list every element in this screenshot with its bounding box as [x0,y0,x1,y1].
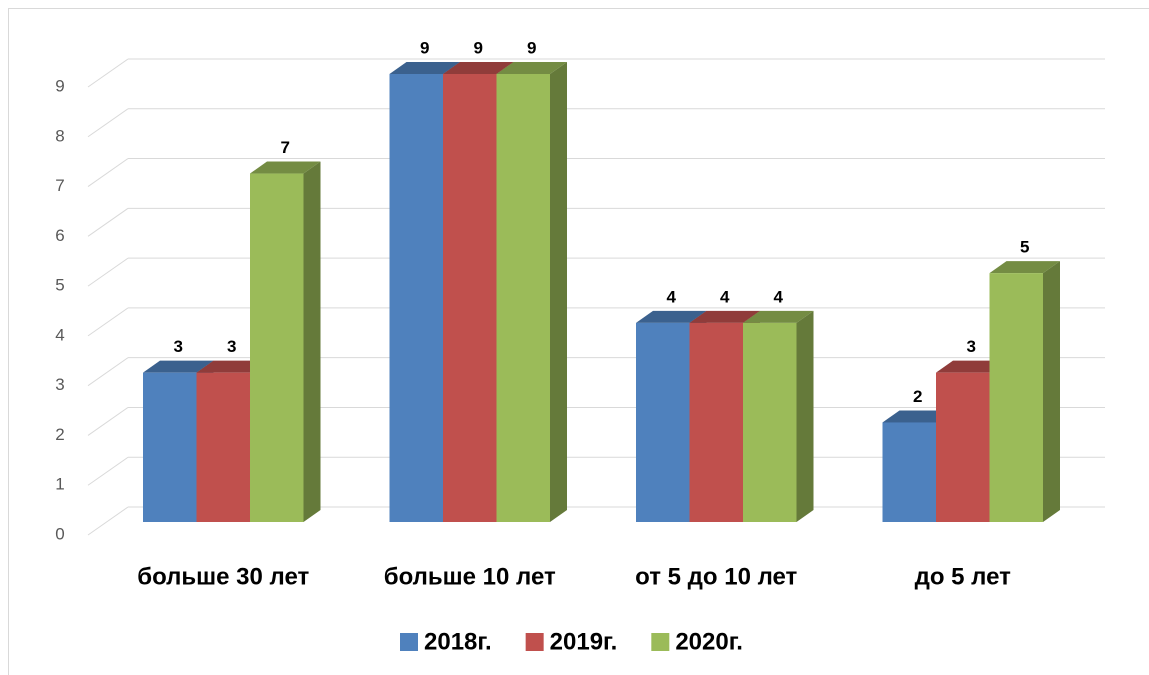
y-tick-label: 7 [55,176,64,195]
bar [882,422,936,522]
data-label: 9 [420,38,429,57]
bar-top [636,310,707,323]
y-tick-label: 5 [55,276,64,295]
bar-top [689,310,760,323]
bar-top [743,310,814,323]
bar-top [443,62,514,74]
x-tick-label: до 5 лет [915,563,1012,590]
legend-label: 2020г. [675,628,743,655]
grid-line [87,456,129,486]
bar [250,173,304,523]
bar [443,74,497,522]
bar-top [389,62,460,74]
bar-top [882,410,953,423]
grid-line [87,207,129,237]
grid-line [87,158,129,187]
x-tick-label: больше 10 лет [384,563,556,590]
grid-line [87,407,129,436]
data-label: 3 [227,337,236,356]
bar [743,322,797,522]
x-tick-label: больше 30 лет [137,563,309,590]
y-tick-label: 0 [55,524,64,543]
legend-swatch [400,633,418,651]
grid-line [87,257,129,287]
bar-top [989,261,1060,274]
bar [936,372,990,522]
y-tick-label: 4 [55,325,64,344]
data-label: 3 [174,337,183,356]
x-tick-label: от 5 до 10 лет [635,563,797,590]
bar-side [303,161,321,523]
bar [689,322,743,522]
grid-line [87,506,129,536]
data-label: 9 [474,38,483,57]
data-label: 7 [281,138,290,157]
bar [496,74,550,522]
legend-swatch [651,633,670,651]
grid-line [87,357,129,387]
bar-top [496,62,567,74]
bar-top [196,360,267,373]
grid-line [87,58,129,88]
data-label: 2 [913,387,922,406]
bar-top [143,360,214,373]
bar [636,322,690,522]
data-label: 4 [720,287,730,306]
bar-top [936,360,1007,373]
y-tick-label: 1 [55,475,64,494]
data-label: 5 [1020,238,1029,257]
data-label: 4 [774,287,784,306]
y-tick-label: 2 [55,425,64,444]
data-label: 3 [967,337,976,356]
bar [143,372,197,522]
legend-label: 2018г. [424,628,492,655]
grid-line [87,108,129,138]
grid-line [87,307,129,337]
y-tick-label: 9 [55,76,64,95]
bar-side [796,310,814,522]
y-tick-label: 3 [55,375,64,394]
legend-label: 2019г. [550,628,618,655]
data-label: 9 [527,38,536,57]
y-tick-label: 8 [55,126,64,145]
bar-side [550,62,567,522]
bar [989,273,1043,522]
chart-border [8,8,1149,675]
bar-side [1043,261,1060,522]
data-label: 4 [667,287,677,306]
bar [196,372,250,522]
y-tick-label: 6 [55,226,64,245]
bar [389,74,443,522]
bar-top [250,161,321,174]
legend-swatch [525,633,544,651]
